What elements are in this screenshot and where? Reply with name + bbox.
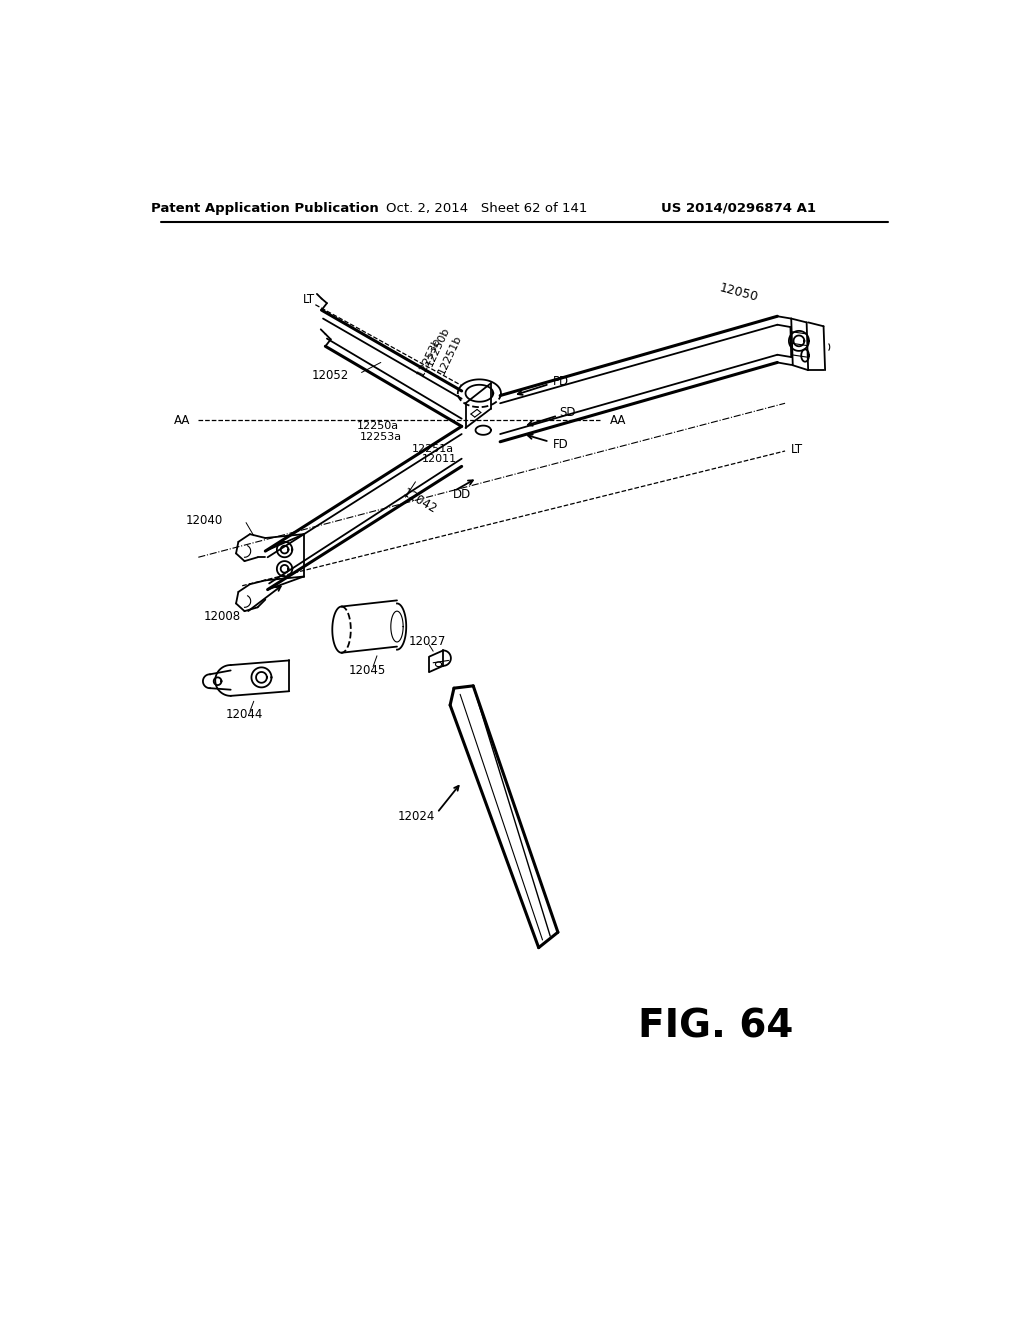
Text: FD: FD bbox=[553, 438, 568, 451]
Text: 12251b: 12251b bbox=[437, 334, 464, 376]
Text: 12042: 12042 bbox=[400, 486, 439, 516]
Text: 12024: 12024 bbox=[397, 810, 435, 824]
Text: 12045: 12045 bbox=[349, 664, 386, 677]
Text: 12253a: 12253a bbox=[359, 432, 401, 442]
Text: PD: PD bbox=[553, 375, 568, 388]
Text: US 2014/0296874 A1: US 2014/0296874 A1 bbox=[662, 202, 816, 215]
Text: 12250b: 12250b bbox=[425, 326, 452, 368]
Text: LT: LT bbox=[792, 444, 804, 455]
Text: 12250a: 12250a bbox=[356, 421, 398, 432]
Text: SD: SD bbox=[559, 407, 575, 418]
Text: AA: AA bbox=[609, 413, 626, 426]
Text: 12011: 12011 bbox=[422, 454, 457, 463]
Text: FIG. 64: FIG. 64 bbox=[638, 1008, 794, 1045]
Text: 12044: 12044 bbox=[226, 708, 263, 721]
Text: Patent Application Publication: Patent Application Publication bbox=[152, 202, 379, 215]
Text: Oct. 2, 2014   Sheet 62 of 141: Oct. 2, 2014 Sheet 62 of 141 bbox=[386, 202, 587, 215]
Text: 12050: 12050 bbox=[718, 281, 760, 305]
Text: DD: DD bbox=[453, 487, 471, 500]
Text: AA: AA bbox=[174, 413, 190, 426]
Text: 12008: 12008 bbox=[204, 610, 241, 623]
Text: 12027: 12027 bbox=[409, 635, 445, 648]
Text: LT: LT bbox=[303, 293, 315, 306]
Text: 12052: 12052 bbox=[311, 370, 348, 381]
Text: 12251a: 12251a bbox=[412, 445, 454, 454]
Text: 12040: 12040 bbox=[185, 513, 223, 527]
Text: 12253b: 12253b bbox=[416, 335, 442, 379]
